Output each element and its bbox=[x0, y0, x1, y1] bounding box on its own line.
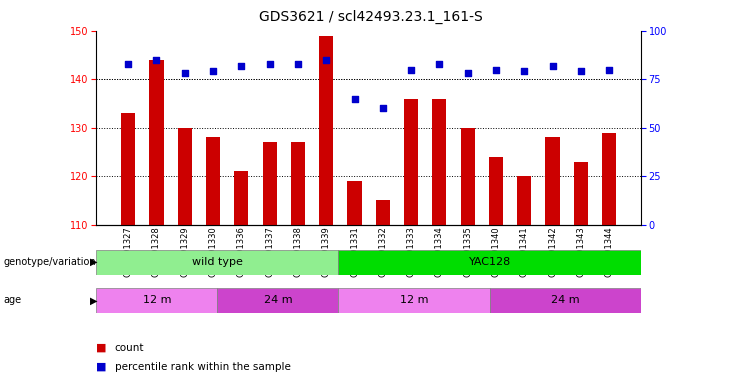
Bar bbox=[461, 128, 475, 225]
Text: GDS3621 / scl42493.23.1_161-S: GDS3621 / scl42493.23.1_161-S bbox=[259, 10, 482, 24]
Point bbox=[264, 61, 276, 67]
Text: ■: ■ bbox=[96, 343, 107, 353]
Bar bbox=[404, 99, 418, 225]
Text: YAC128: YAC128 bbox=[468, 257, 511, 267]
Bar bbox=[178, 128, 192, 225]
Bar bbox=[490, 288, 641, 313]
Bar bbox=[234, 171, 248, 225]
Text: ▶: ▶ bbox=[90, 257, 98, 267]
Text: count: count bbox=[115, 343, 144, 353]
Bar bbox=[96, 288, 217, 313]
Bar bbox=[376, 200, 390, 225]
Point bbox=[320, 57, 332, 63]
Point bbox=[405, 66, 417, 73]
Point bbox=[490, 66, 502, 73]
Text: wild type: wild type bbox=[192, 257, 243, 267]
Bar bbox=[574, 162, 588, 225]
Point bbox=[377, 105, 389, 111]
Point bbox=[519, 68, 531, 74]
Text: percentile rank within the sample: percentile rank within the sample bbox=[115, 362, 290, 372]
Point bbox=[575, 68, 587, 74]
Bar bbox=[290, 142, 305, 225]
Bar bbox=[339, 288, 490, 313]
Text: ■: ■ bbox=[96, 362, 107, 372]
Point bbox=[462, 70, 473, 76]
Bar bbox=[602, 132, 617, 225]
Bar bbox=[96, 250, 339, 275]
Text: 12 m: 12 m bbox=[142, 295, 171, 306]
Text: age: age bbox=[4, 295, 21, 305]
Bar bbox=[489, 157, 503, 225]
Bar bbox=[206, 137, 220, 225]
Text: genotype/variation: genotype/variation bbox=[4, 257, 96, 267]
Text: 24 m: 24 m bbox=[264, 295, 292, 306]
Bar bbox=[545, 137, 559, 225]
Point bbox=[547, 63, 559, 69]
Bar bbox=[517, 176, 531, 225]
Point bbox=[122, 61, 134, 67]
Point bbox=[433, 61, 445, 67]
Bar bbox=[217, 288, 339, 313]
Text: 12 m: 12 m bbox=[400, 295, 428, 306]
Bar bbox=[432, 99, 446, 225]
Point bbox=[348, 96, 360, 102]
Point bbox=[292, 61, 304, 67]
Text: 24 m: 24 m bbox=[551, 295, 579, 306]
Bar bbox=[262, 142, 276, 225]
Point bbox=[150, 57, 162, 63]
Point bbox=[236, 63, 247, 69]
Bar bbox=[348, 181, 362, 225]
Bar bbox=[339, 250, 641, 275]
Bar bbox=[121, 113, 135, 225]
Point bbox=[603, 66, 615, 73]
Bar bbox=[150, 60, 164, 225]
Point bbox=[207, 68, 219, 74]
Bar bbox=[319, 36, 333, 225]
Point bbox=[179, 70, 190, 76]
Text: ▶: ▶ bbox=[90, 295, 98, 305]
